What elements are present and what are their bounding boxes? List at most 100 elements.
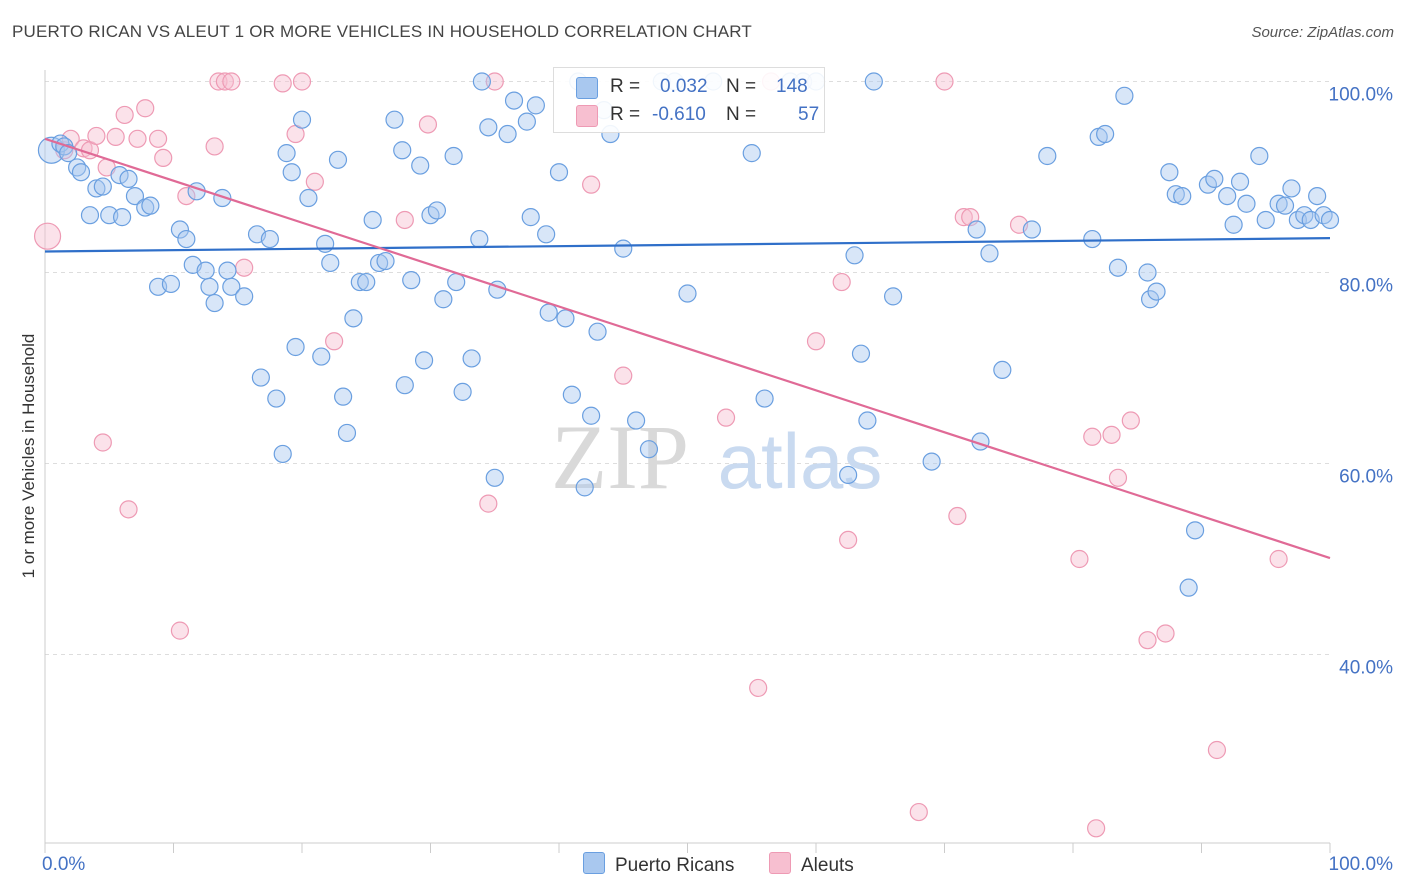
puerto-rican-point: [196, 261, 215, 280]
puerto-rican-point: [402, 271, 421, 290]
puerto-rican-point: [1138, 263, 1157, 282]
puerto-rican-point: [177, 229, 196, 249]
puerto-rican-point: [427, 201, 447, 220]
puerto-rican-point: [626, 411, 646, 430]
puerto-rican-point: [462, 349, 481, 368]
puerto-rican-point: [1160, 163, 1179, 182]
puerto-rican-point: [526, 96, 545, 115]
puerto-rican-point: [93, 177, 112, 196]
puerto-rican-point: [80, 206, 100, 225]
puerto-rican-point: [170, 220, 190, 239]
puerto-rican-point: [1083, 229, 1102, 249]
puerto-rican-point: [277, 144, 296, 163]
puerto-rican-point: [112, 208, 132, 227]
puerto-rican-point: [110, 165, 129, 185]
puerto-rican-point: [282, 163, 301, 182]
aleut-point: [1207, 740, 1227, 760]
puerto-rican-point: [993, 360, 1012, 380]
aleut-point: [177, 187, 196, 206]
aleut-point: [325, 332, 344, 351]
aleut-point: [115, 105, 134, 125]
bottom-legend-label: Puerto Ricans: [615, 855, 735, 876]
puerto-rican-point: [1224, 215, 1243, 234]
legend-n-value: 148: [776, 76, 808, 97]
chart-title: PUERTO RICAN VS ALEUT 1 OR MORE VEHICLES…: [12, 22, 753, 41]
puerto-rican-point: [1250, 146, 1269, 166]
puerto-rican-point: [376, 251, 395, 271]
legend-r-value: 0.032: [660, 76, 708, 97]
puerto-rican-point: [1147, 282, 1166, 301]
puerto-rican-point: [742, 144, 761, 163]
aleut-point: [749, 678, 768, 698]
legend-swatch-blue: [576, 77, 598, 99]
x-tick-label: 0.0%: [42, 854, 85, 875]
puerto-rican-point: [350, 272, 369, 292]
puerto-rican-point: [235, 287, 254, 306]
puerto-rican-point: [267, 389, 286, 408]
puerto-rican-point: [1269, 194, 1288, 213]
puerto-rican-point: [222, 277, 241, 296]
watermark: ZIP atlas: [551, 406, 882, 508]
puerto-rican-point: [1185, 521, 1205, 540]
puerto-ricans-points: [37, 72, 1340, 597]
puerto-rican-point: [922, 452, 941, 471]
puerto-rican-point: [447, 272, 466, 292]
stats-legend: R = 0.032 N = 148 R = -0.610 N = 57: [553, 67, 825, 133]
aleut-point: [1138, 631, 1157, 650]
bottom-legend-swatch-pink: [769, 852, 791, 874]
aleut-point: [1083, 427, 1102, 446]
aleut-point: [1121, 411, 1140, 430]
puerto-rican-point: [414, 351, 434, 370]
puerto-rican-point: [292, 110, 312, 129]
puerto-rican-point: [470, 229, 489, 249]
puerto-rican-point: [337, 423, 357, 443]
tick-labels: 100.0% 80.0% 60.0% 40.0% 0.0% 100.0%: [42, 85, 1393, 876]
puerto-rican-point: [125, 187, 145, 206]
puerto-rican-point: [549, 163, 569, 182]
aleut-point: [222, 72, 241, 91]
puerto-rican-point: [1022, 220, 1041, 239]
puerto-rican-point: [517, 112, 536, 131]
puerto-rican-point: [845, 246, 864, 265]
puerto-rican-point: [479, 118, 498, 137]
puerto-rican-point: [411, 156, 430, 175]
aleut-point: [806, 332, 826, 351]
aleut-point: [614, 366, 633, 385]
legend-r-value: -0.610: [652, 104, 706, 125]
legend-row-puerto-ricans: R = 0.032 N = 148: [576, 74, 816, 100]
puerto-rican-point: [839, 465, 858, 485]
y-tick-label: 60.0%: [1339, 467, 1393, 488]
puerto-rican-point: [755, 389, 774, 408]
y-tick-label: 80.0%: [1339, 276, 1393, 297]
puerto-rican-point: [444, 146, 463, 166]
aleut-point: [1102, 425, 1121, 444]
aleut-point: [1070, 549, 1089, 569]
aleut-point: [418, 115, 438, 134]
y-tick-label: 40.0%: [1339, 658, 1393, 679]
x-tick-label: 100.0%: [1329, 854, 1394, 875]
puerto-rican-point: [1166, 185, 1185, 204]
puerto-rican-point: [556, 309, 575, 328]
puerto-rican-point: [161, 274, 181, 294]
puerto-rican-point: [312, 347, 331, 366]
puerto-rican-point: [453, 382, 472, 401]
aleut-point: [485, 72, 504, 91]
aleut-point: [106, 127, 125, 146]
bottom-legend-puerto-ricans: Puerto Ricans: [583, 852, 734, 877]
aleut-point: [839, 530, 858, 550]
aleut-point: [305, 172, 324, 191]
aleut-point: [128, 129, 147, 148]
puerto-rican-point: [385, 110, 404, 129]
puerto-rican-point: [1308, 187, 1327, 206]
grid-lines: [45, 81, 1330, 655]
puerto-rican-point: [1140, 290, 1160, 309]
legend-row-aleuts: R = -0.610 N = 57: [576, 102, 819, 128]
aleut-point: [33, 222, 62, 250]
axes: [44, 70, 1331, 853]
puerto-rican-point: [562, 385, 581, 404]
puerto-rican-point: [1038, 146, 1057, 166]
puerto-rican-point: [357, 272, 376, 292]
puerto-rican-point: [273, 444, 292, 464]
puerto-rican-point: [472, 72, 491, 91]
puerto-rican-point: [316, 234, 335, 253]
